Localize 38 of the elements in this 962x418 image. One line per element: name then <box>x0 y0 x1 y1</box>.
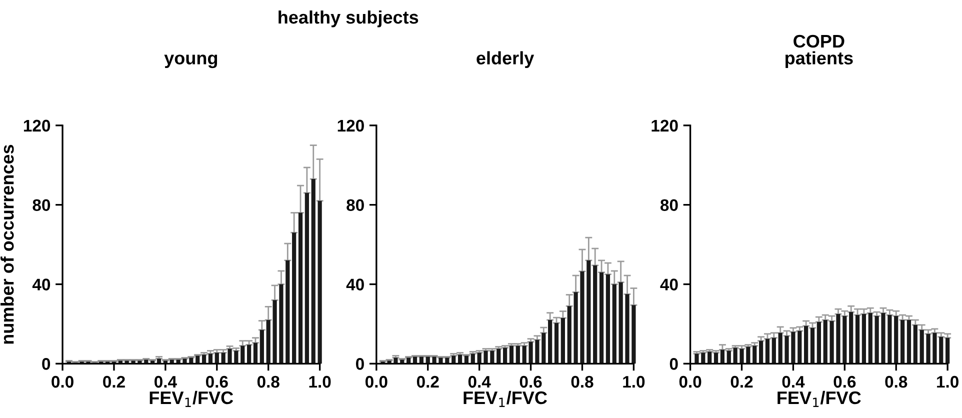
y-tick-label: 0 <box>670 358 678 370</box>
x-axis-title: FEV$_{1}$/FVC <box>464 390 547 407</box>
x-tick-label: 0.4 <box>468 376 491 388</box>
chart-title: young <box>164 54 218 68</box>
chart-title: COPD patients <box>786 34 853 68</box>
x-tick-label: 0.2 <box>416 376 439 388</box>
x-axis-title: FEV$_{1}$/FVC <box>778 390 861 407</box>
x-tick-label: 0.2 <box>103 376 125 388</box>
chart-title: elderly <box>476 51 534 68</box>
y-tick-label: 0 <box>42 358 50 370</box>
x-tick-label: 0.4 <box>154 376 177 388</box>
y-tick-label: 120 <box>338 120 364 132</box>
x-tick-label: 0.0 <box>52 376 74 388</box>
x-axis-title: FEV$_{1}$/FVC <box>150 390 234 407</box>
x-tick-label: 0.6 <box>520 376 542 388</box>
y-tick-label: 120 <box>24 120 50 132</box>
x-tick-label: 0.8 <box>885 376 908 388</box>
x-tick-label: 0.0 <box>365 376 388 388</box>
x-tick-label: 0.8 <box>571 376 594 388</box>
y-tick-label: 40 <box>660 278 678 290</box>
y-tick-label: 80 <box>32 199 50 212</box>
x-tick-label: 0.6 <box>206 376 228 388</box>
y-tick-label: 40 <box>346 278 364 290</box>
x-tick-label: 0.6 <box>834 376 856 388</box>
x-tick-label: 1.0 <box>623 376 645 388</box>
y-tick-label: 80 <box>346 199 364 212</box>
y-tick-label: 80 <box>660 199 678 212</box>
y-tick-label: 0 <box>356 358 364 370</box>
y-tick-label: 120 <box>652 120 678 132</box>
y-axis-title: number of occurrences <box>0 144 14 344</box>
y-tick-label: 40 <box>32 278 50 290</box>
x-tick-label: 0.2 <box>730 376 753 388</box>
x-tick-label: 0.0 <box>679 376 702 388</box>
x-tick-label: 1.0 <box>937 376 958 388</box>
text: healthy subjects <box>278 10 418 28</box>
x-tick-label: 0.4 <box>782 376 805 388</box>
x-tick-label: 1.0 <box>309 376 331 388</box>
x-tick-label: 0.8 <box>257 376 280 388</box>
